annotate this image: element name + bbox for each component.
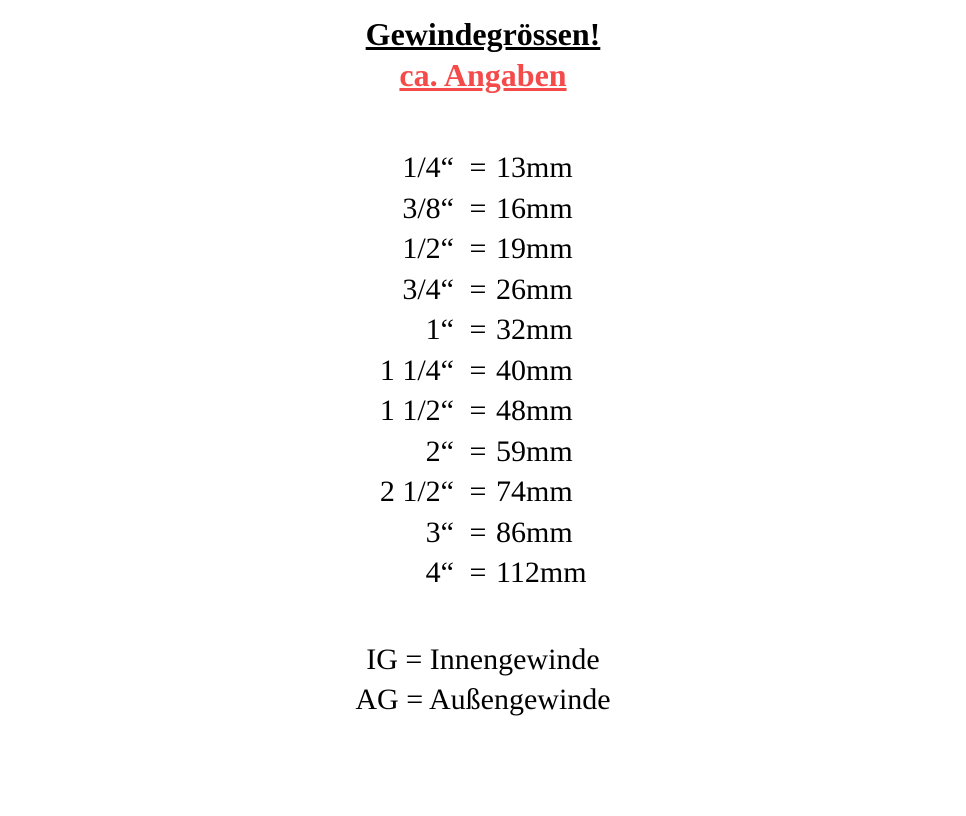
inch-cell: 1 1/2“ — [342, 391, 454, 432]
table-row: 1 1/4“ = 40mm — [342, 351, 624, 392]
table-row: 2 1/2“ = 74mm — [342, 472, 624, 513]
inch-cell: 1/4“ — [342, 148, 454, 189]
table-row: 3/4“ = 26mm — [342, 270, 624, 311]
equals-cell: = — [454, 148, 494, 189]
page-subtitle: ca. Angaben — [399, 57, 566, 94]
mm-cell: 59mm — [494, 432, 624, 473]
table-row: 1/4“ = 13mm — [342, 148, 624, 189]
inch-cell: 1/2“ — [342, 229, 454, 270]
mm-cell: 112mm — [494, 553, 624, 594]
equals-cell: = — [454, 432, 494, 473]
legend-line: AG = Außengewinde — [355, 680, 610, 721]
mm-cell: 86mm — [494, 513, 624, 554]
table-row: 1 1/2“ = 48mm — [342, 391, 624, 432]
thread-size-table: 1/4“ = 13mm 3/8“ = 16mm 1/2“ = 19mm 3/4“… — [342, 148, 624, 594]
equals-cell: = — [454, 351, 494, 392]
inch-cell: 1“ — [342, 310, 454, 351]
table-row: 3“ = 86mm — [342, 513, 624, 554]
mm-cell: 40mm — [494, 351, 624, 392]
inch-cell: 3/8“ — [342, 189, 454, 230]
inch-cell: 2“ — [342, 432, 454, 473]
inch-cell: 3“ — [342, 513, 454, 554]
equals-cell: = — [454, 472, 494, 513]
equals-cell: = — [454, 310, 494, 351]
table-row: 1“ = 32mm — [342, 310, 624, 351]
mm-cell: 74mm — [494, 472, 624, 513]
inch-cell: 4“ — [342, 553, 454, 594]
equals-cell: = — [454, 270, 494, 311]
inch-cell: 2 1/2“ — [342, 472, 454, 513]
equals-cell: = — [454, 553, 494, 594]
table-row: 2“ = 59mm — [342, 432, 624, 473]
page-title: Gewindegrössen! — [366, 16, 601, 53]
inch-cell: 3/4“ — [342, 270, 454, 311]
mm-cell: 16mm — [494, 189, 624, 230]
mm-cell: 32mm — [494, 310, 624, 351]
legend: IG = Innengewinde AG = Außengewinde — [355, 640, 610, 721]
legend-line: IG = Innengewinde — [366, 640, 600, 681]
mm-cell: 19mm — [494, 229, 624, 270]
mm-cell: 48mm — [494, 391, 624, 432]
table-row: 3/8“ = 16mm — [342, 189, 624, 230]
equals-cell: = — [454, 391, 494, 432]
inch-cell: 1 1/4“ — [342, 351, 454, 392]
table-row: 4“ = 112mm — [342, 553, 624, 594]
table-row: 1/2“ = 19mm — [342, 229, 624, 270]
mm-cell: 13mm — [494, 148, 624, 189]
equals-cell: = — [454, 229, 494, 270]
equals-cell: = — [454, 513, 494, 554]
equals-cell: = — [454, 189, 494, 230]
mm-cell: 26mm — [494, 270, 624, 311]
